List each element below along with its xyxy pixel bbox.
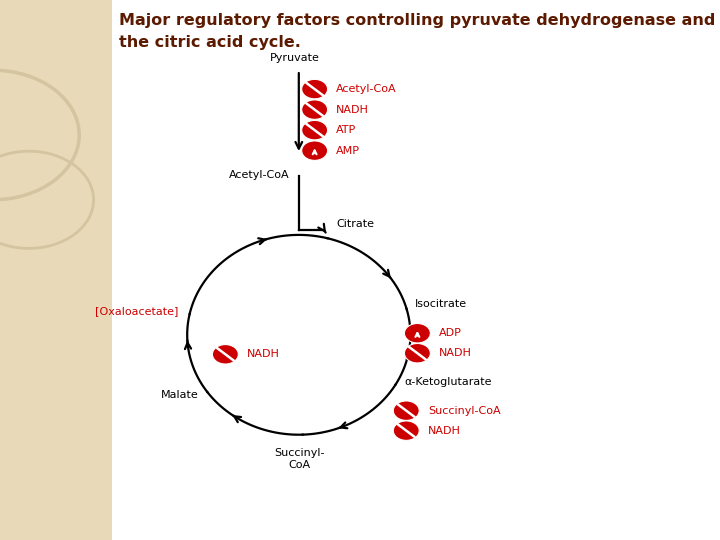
Text: Succinyl-
CoA: Succinyl- CoA	[274, 448, 324, 470]
Circle shape	[405, 323, 431, 343]
Text: Pyruvate: Pyruvate	[270, 53, 320, 63]
Circle shape	[405, 343, 431, 363]
Text: NADH: NADH	[247, 349, 280, 359]
Text: ADP: ADP	[439, 328, 462, 338]
Circle shape	[302, 120, 328, 140]
Text: Acetyl-CoA: Acetyl-CoA	[336, 84, 397, 94]
Text: Malate: Malate	[161, 390, 199, 400]
Text: α-Ketoglutarate: α-Ketoglutarate	[404, 377, 492, 387]
Bar	[0, 0, 112, 540]
Circle shape	[393, 421, 419, 441]
Text: Major regulatory factors controlling pyruvate dehydrogenase and: Major regulatory factors controlling pyr…	[119, 14, 715, 29]
Text: the citric acid cycle.: the citric acid cycle.	[119, 35, 301, 50]
Circle shape	[302, 141, 328, 160]
Text: Isocitrate: Isocitrate	[415, 299, 467, 308]
Text: Citrate: Citrate	[336, 219, 374, 228]
Text: [Oxaloacetate]: [Oxaloacetate]	[96, 306, 179, 316]
Text: Acetyl-CoA: Acetyl-CoA	[229, 170, 289, 180]
Text: NADH: NADH	[439, 348, 472, 358]
Text: ATP: ATP	[336, 125, 356, 135]
Circle shape	[212, 345, 238, 364]
Text: Succinyl-CoA: Succinyl-CoA	[428, 406, 500, 416]
Text: NADH: NADH	[336, 105, 369, 114]
Text: AMP: AMP	[336, 146, 360, 156]
Circle shape	[393, 401, 419, 420]
Circle shape	[302, 100, 328, 119]
Text: NADH: NADH	[428, 426, 461, 436]
Circle shape	[302, 79, 328, 99]
